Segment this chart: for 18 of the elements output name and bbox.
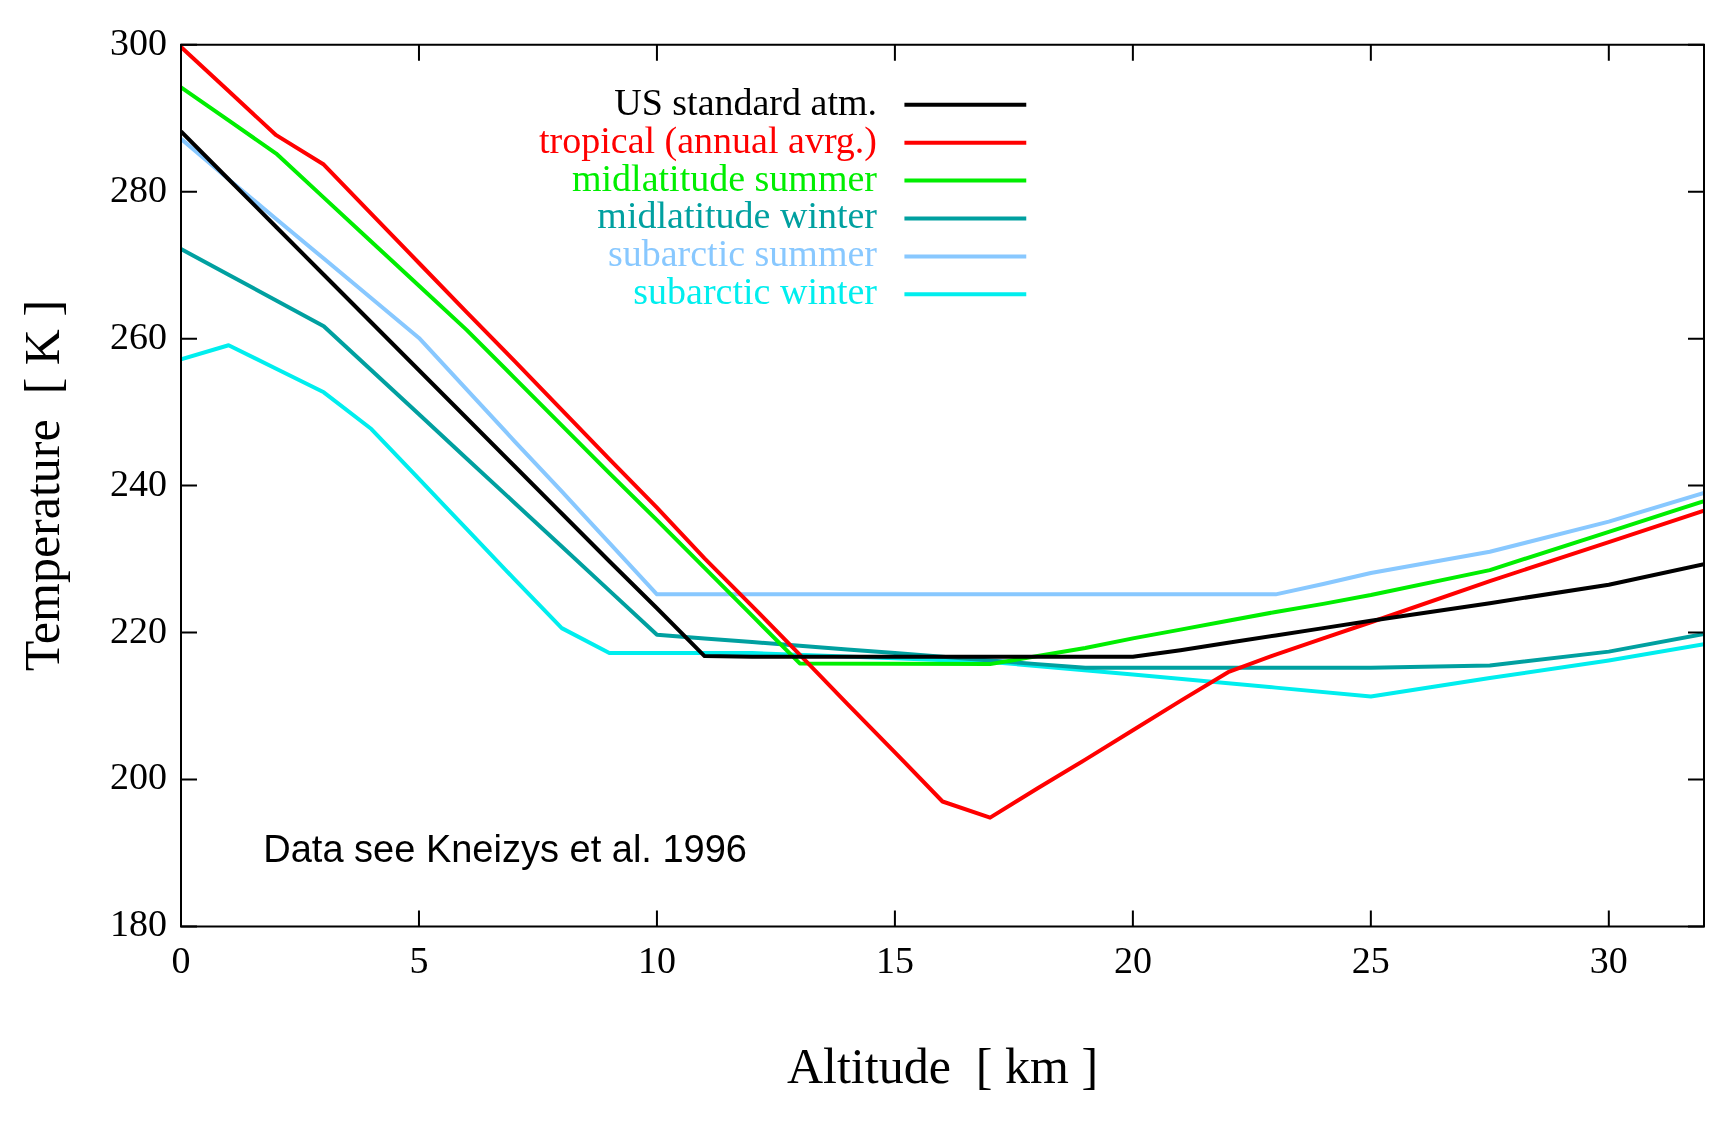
legend-label: US standard atm. bbox=[614, 80, 878, 123]
x-tick-label: 30 bbox=[1589, 939, 1628, 982]
x-tick-label: 25 bbox=[1351, 939, 1390, 982]
y-axis-title: Temperature [ K ] bbox=[14, 299, 71, 672]
x-tick-label: 5 bbox=[409, 939, 429, 982]
x-axis-title: Altitude [ km ] bbox=[786, 1038, 1099, 1095]
y-tick-label: 280 bbox=[110, 167, 167, 210]
y-tick-label: 220 bbox=[110, 608, 167, 651]
y-tick-label: 240 bbox=[110, 461, 167, 504]
x-tick-label: 15 bbox=[875, 939, 914, 982]
x-tick-label: 0 bbox=[171, 939, 191, 982]
x-tick-label: 20 bbox=[1113, 939, 1152, 982]
y-tick-label: 200 bbox=[110, 755, 167, 798]
annotation: Data see Kneizys et al. 1996 bbox=[263, 827, 747, 870]
y-tick-label: 300 bbox=[110, 20, 167, 63]
x-tick-label: 10 bbox=[637, 939, 676, 982]
y-tick-label: 180 bbox=[110, 902, 167, 945]
y-tick-label: 260 bbox=[110, 314, 167, 357]
